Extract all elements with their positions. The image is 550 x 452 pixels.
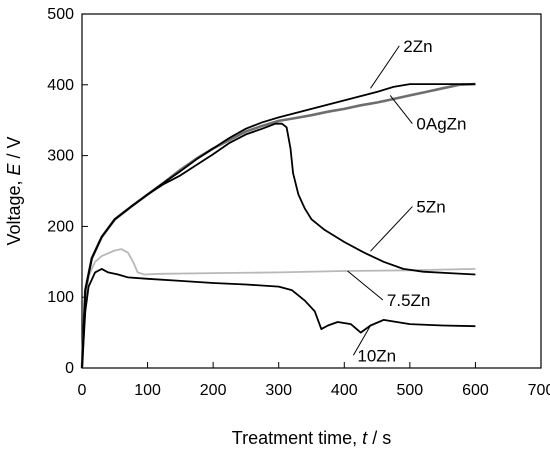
y-tick-label: 0	[65, 360, 74, 377]
annotation-leader	[389, 95, 413, 125]
x-axis-title-prefix: Treatment time,	[232, 428, 362, 448]
y-axis-title-unit: / V	[4, 136, 24, 163]
y-tick-label: 200	[47, 218, 74, 235]
y-tick-label: 300	[47, 148, 74, 165]
series-label: 0AgZn	[416, 115, 466, 134]
series-line-5zn	[81, 122, 476, 369]
series-label: 2Zn	[403, 37, 432, 56]
series-layer	[80, 82, 476, 369]
y-tick-label: 400	[47, 77, 74, 94]
x-tick-label: 300	[265, 382, 292, 399]
plot-frame	[81, 13, 542, 369]
x-tick-label: 500	[397, 382, 424, 399]
x-tick-label: 400	[331, 382, 358, 399]
y-tick-label: 100	[47, 289, 74, 306]
series-line-10zn	[81, 268, 476, 369]
x-tick-label: 200	[200, 382, 227, 399]
x-axis-ticks: 0 100 200 300 400 500 600 700	[78, 362, 550, 399]
series-label: 5Zn	[416, 198, 445, 217]
y-axis-title-variable: E	[4, 162, 24, 175]
series-label: 7.5Zn	[387, 291, 430, 310]
x-tick-label: 600	[462, 382, 489, 399]
x-tick-label: 700	[528, 382, 550, 399]
annotation-leader	[347, 270, 384, 301]
annotation-leader	[370, 45, 400, 89]
y-axis-title: Voltage, E / V	[4, 136, 24, 245]
y-tick-label: 500	[47, 6, 74, 23]
y-axis-ticks: 0 100 200 300 400 500	[47, 6, 88, 377]
x-tick-label: 0	[78, 382, 87, 399]
series-label: 10Zn	[357, 346, 396, 365]
x-axis-title-unit: / s	[367, 428, 391, 448]
x-axis-title: Treatment time, t / s	[232, 428, 391, 448]
annotation-leader	[352, 325, 371, 356]
x-axis-title-variable: t	[362, 428, 368, 448]
annotation-layer: 2Zn 0AgZn 5Zn 7.5Zn 10Zn	[347, 37, 467, 365]
series-line-2zn	[81, 83, 476, 369]
y-axis-title-prefix: Voltage,	[4, 175, 24, 245]
x-tick-label: 100	[134, 382, 161, 399]
annotation-leader	[370, 206, 413, 252]
series-line-7-5zn	[81, 248, 476, 369]
